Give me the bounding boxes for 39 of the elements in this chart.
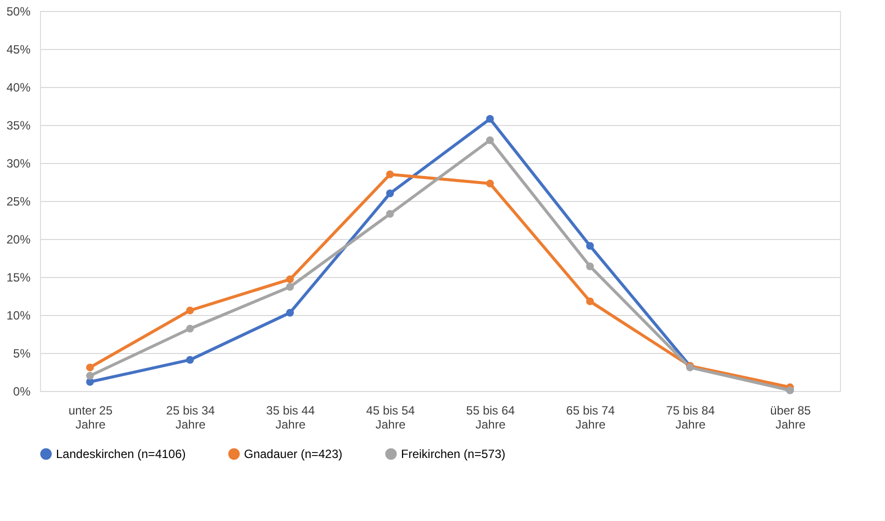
point	[486, 136, 494, 144]
y-tick-label: 0%	[13, 384, 31, 398]
y-tick-label: 30%	[6, 156, 31, 170]
y-tick-label: 45%	[6, 42, 31, 56]
x-tick-label: 25 bis 34 Jahre	[166, 404, 216, 432]
point	[186, 356, 194, 364]
point	[586, 242, 594, 250]
y-tick-label: 5%	[13, 346, 31, 360]
point	[86, 372, 94, 380]
point	[586, 297, 594, 306]
x-tick-label: über 85 Jahre	[770, 404, 812, 432]
point	[386, 170, 394, 178]
x-tick-label: 45 bis 54 Jahre	[366, 404, 416, 432]
x-tick-label: 55 bis 64 Jahre	[466, 404, 516, 432]
legend-label: Landeskirchen (n=4106)	[56, 447, 186, 461]
point	[286, 275, 294, 284]
x-tick-label: 65 bis 74 Jahre	[566, 404, 616, 432]
point	[486, 180, 494, 188]
legend-label: Freikirchen (n=573)	[401, 447, 506, 461]
point	[386, 190, 394, 198]
y-tick-label: 40%	[6, 80, 31, 94]
y-tick-label: 25%	[6, 194, 31, 208]
y-tick-label: 15%	[6, 270, 31, 284]
x-tick-label: 35 bis 44 Jahre	[266, 404, 316, 432]
point	[186, 324, 194, 333]
y-tick-label: 10%	[6, 308, 31, 322]
point	[86, 364, 94, 372]
x-tick-label: unter 25 Jahre	[68, 404, 113, 432]
point	[486, 115, 494, 123]
x-tick-label: 75 bis 84 Jahre	[666, 404, 716, 432]
point	[386, 210, 394, 218]
point	[286, 308, 294, 317]
y-tick-label: 20%	[6, 232, 31, 246]
y-tick-label: 35%	[6, 118, 31, 132]
legend-label: Gnadauer (n=423)	[244, 447, 342, 461]
point	[186, 306, 194, 314]
y-tick-label: 50%	[6, 4, 31, 18]
point	[586, 262, 594, 270]
point	[286, 283, 294, 291]
